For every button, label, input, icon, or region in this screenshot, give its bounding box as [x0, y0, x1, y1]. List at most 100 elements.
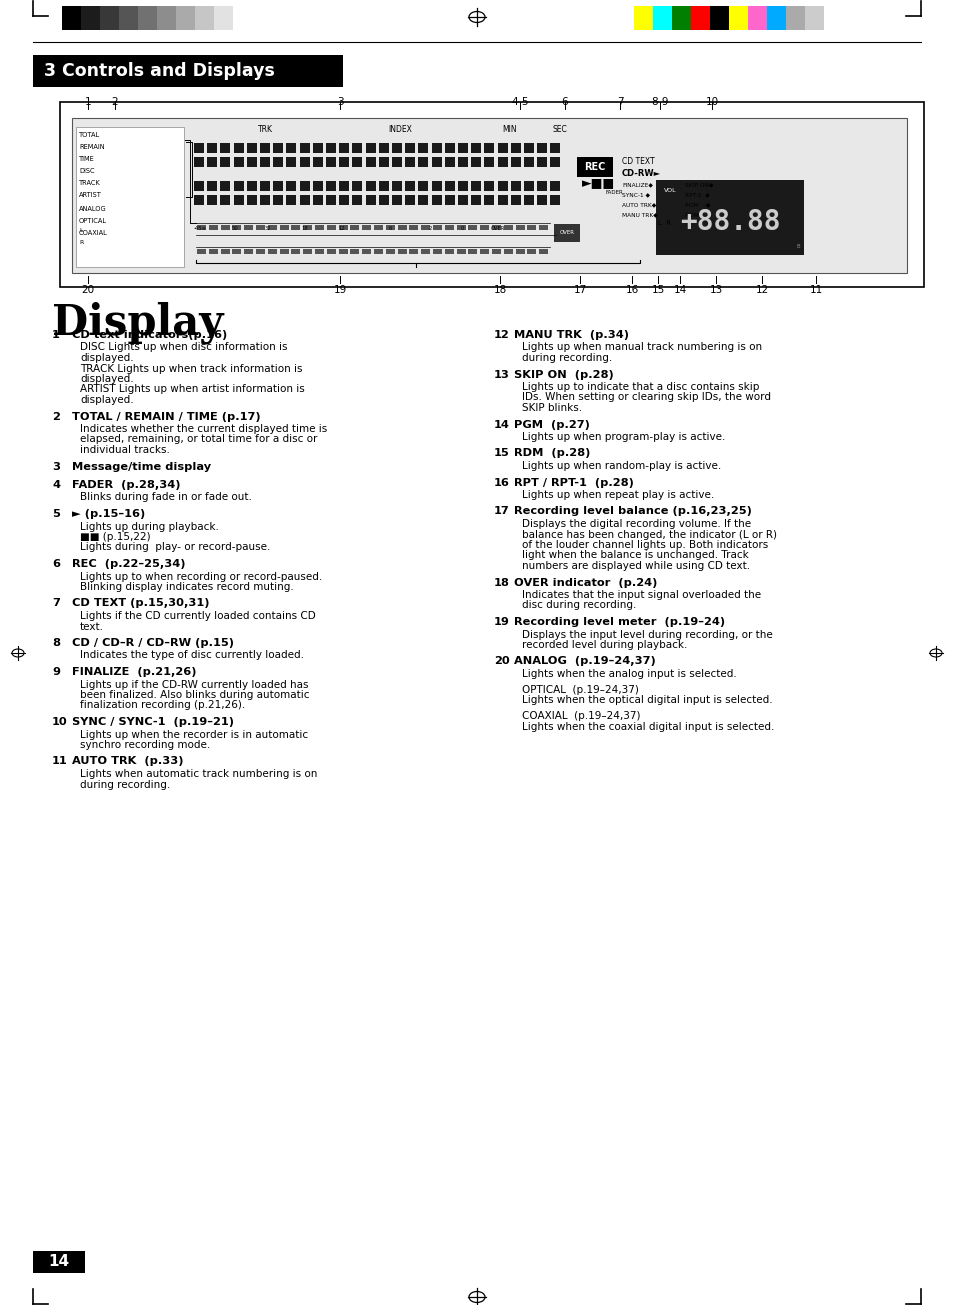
Bar: [60, 102, 923, 287]
Bar: [233, 157, 243, 167]
Text: Recording level meter  (p.19–24): Recording level meter (p.19–24): [514, 617, 724, 626]
Text: Indicates whether the current displayed time is: Indicates whether the current displayed …: [80, 424, 327, 435]
Bar: [444, 194, 455, 205]
Text: 7: 7: [616, 97, 622, 107]
Bar: [804, 7, 823, 30]
Text: 13: 13: [709, 284, 721, 295]
Bar: [471, 157, 480, 167]
Bar: [233, 194, 243, 205]
Bar: [503, 224, 513, 230]
Bar: [747, 7, 766, 30]
Text: Blinking display indicates record muting.: Blinking display indicates record muting…: [80, 582, 294, 592]
Text: 13: 13: [494, 369, 509, 380]
Text: during recording.: during recording.: [80, 779, 170, 790]
Text: 8 9: 8 9: [651, 97, 667, 107]
Bar: [709, 7, 728, 30]
Text: 18: 18: [493, 284, 506, 295]
Text: FINALIZE◆: FINALIZE◆: [621, 183, 652, 188]
Text: 10: 10: [52, 716, 68, 727]
Bar: [523, 181, 534, 191]
Text: 11: 11: [808, 284, 821, 295]
Text: 3: 3: [52, 462, 60, 471]
Text: SEC: SEC: [552, 125, 567, 134]
Text: RDM    ◆: RDM ◆: [684, 213, 710, 218]
Text: 20: 20: [494, 656, 509, 667]
Bar: [233, 181, 243, 191]
Text: ARTIST Lights up when artist information is: ARTIST Lights up when artist information…: [80, 385, 304, 394]
Text: COAXIAL  (p.19–24,37): COAXIAL (p.19–24,37): [521, 711, 639, 720]
Bar: [247, 157, 256, 167]
Text: displayed.: displayed.: [80, 395, 133, 405]
Bar: [378, 194, 389, 205]
Text: disc during recording.: disc during recording.: [521, 600, 636, 611]
Text: MANU TRK  (p.34): MANU TRK (p.34): [514, 330, 628, 341]
Bar: [157, 7, 175, 30]
Text: TOTAL: TOTAL: [79, 132, 100, 138]
Bar: [299, 194, 310, 205]
Text: TIME: TIME: [79, 157, 94, 162]
Bar: [378, 181, 389, 191]
Bar: [196, 224, 206, 230]
Bar: [523, 194, 534, 205]
Bar: [314, 249, 324, 254]
Text: recorded level during playback.: recorded level during playback.: [521, 639, 687, 650]
Text: 12: 12: [755, 284, 768, 295]
Text: Lights up to indicate that a disc contains skip: Lights up to indicate that a disc contai…: [521, 382, 759, 391]
Text: 11: 11: [52, 757, 68, 766]
Text: REC: REC: [583, 162, 605, 172]
Text: PGM  (p.27): PGM (p.27): [514, 419, 589, 429]
Text: TRACK: TRACK: [79, 180, 101, 187]
Text: 10: 10: [704, 97, 718, 107]
Text: 14: 14: [494, 419, 509, 429]
Bar: [194, 7, 213, 30]
Bar: [471, 144, 480, 153]
Text: OPTICAL: OPTICAL: [79, 218, 107, 224]
Bar: [339, 157, 349, 167]
Bar: [457, 144, 468, 153]
Text: ARTIST: ARTIST: [79, 192, 102, 198]
Bar: [193, 157, 204, 167]
Bar: [244, 249, 253, 254]
Bar: [444, 224, 454, 230]
Bar: [260, 157, 270, 167]
Text: FADER: FADER: [605, 191, 623, 196]
Bar: [421, 224, 430, 230]
Bar: [468, 249, 476, 254]
Text: 2: 2: [428, 226, 432, 231]
Text: SKIP ON  (p.28): SKIP ON (p.28): [514, 369, 613, 380]
Bar: [175, 7, 194, 30]
Bar: [279, 249, 289, 254]
Text: CD TEXT (p.15,30,31): CD TEXT (p.15,30,31): [71, 599, 210, 608]
Bar: [193, 194, 204, 205]
Text: 17: 17: [573, 284, 586, 295]
Text: 6: 6: [388, 226, 392, 231]
Text: 32: 32: [264, 226, 271, 231]
Text: 5: 5: [52, 509, 60, 519]
Bar: [497, 181, 507, 191]
Bar: [515, 224, 524, 230]
Bar: [207, 157, 217, 167]
Text: IDs. When setting or clearing skip IDs, the word: IDs. When setting or clearing skip IDs, …: [521, 393, 770, 402]
Bar: [303, 249, 312, 254]
Text: 12: 12: [338, 226, 345, 231]
Text: Displays the digital recording volume. If the: Displays the digital recording volume. I…: [521, 519, 750, 529]
Text: MANU TRK◆: MANU TRK◆: [621, 213, 657, 218]
Bar: [728, 7, 747, 30]
Bar: [299, 144, 310, 153]
Bar: [193, 181, 204, 191]
Bar: [220, 181, 231, 191]
Bar: [268, 249, 276, 254]
Text: ►■■: ►■■: [581, 176, 615, 189]
Text: Lights when the analog input is selected.: Lights when the analog input is selected…: [521, 669, 736, 679]
Text: Indicates that the input signal overloaded the: Indicates that the input signal overload…: [521, 590, 760, 600]
Bar: [444, 157, 455, 167]
Text: 0: 0: [460, 226, 463, 231]
Bar: [550, 144, 559, 153]
Text: SKIP ON◆: SKIP ON◆: [684, 183, 713, 188]
Bar: [313, 157, 322, 167]
Text: of the louder channel lights up. Both indicators: of the louder channel lights up. Both in…: [521, 540, 767, 549]
Text: Lights up to when recording or record-paused.: Lights up to when recording or record-pa…: [80, 572, 322, 582]
Bar: [418, 157, 428, 167]
Bar: [550, 194, 559, 205]
Bar: [671, 7, 690, 30]
